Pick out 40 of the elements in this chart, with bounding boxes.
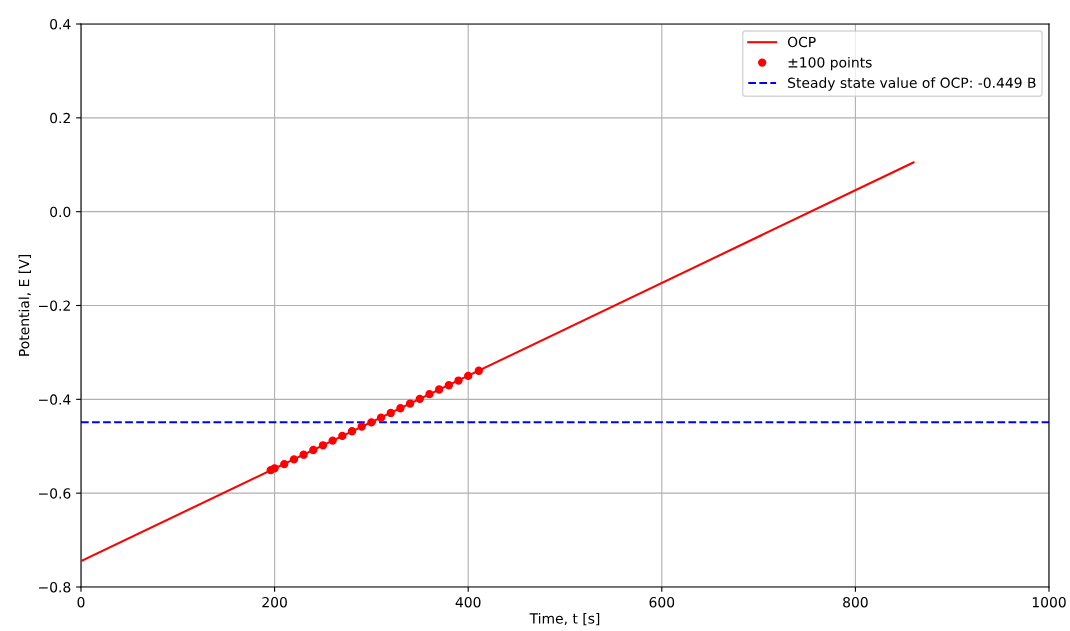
point [270, 464, 279, 473]
x-tick-label: 400 [455, 596, 481, 608]
point [309, 445, 318, 455]
y-tick-label: 0.0 [50, 206, 71, 218]
point [338, 431, 347, 441]
point [386, 408, 395, 418]
x-tick-label: 800 [843, 596, 868, 608]
point [376, 413, 386, 422]
point [474, 366, 484, 375]
x-tick-label: 200 [262, 596, 287, 608]
x-axis-title: Time, t [s] [529, 612, 600, 626]
point [280, 459, 289, 469]
x-tick-label: 600 [649, 596, 675, 608]
point [367, 418, 376, 427]
y-axis-title: Potential, E [V] [18, 255, 31, 356]
point [434, 385, 444, 394]
legend-label: Steady state value of OCP: -0.449 B [788, 77, 1036, 91]
y-tick-label: 0.4 [50, 18, 71, 30]
point [405, 399, 415, 408]
point [444, 381, 454, 390]
point [425, 390, 434, 399]
point [415, 394, 424, 404]
x-tick-label: 1000 [1032, 596, 1066, 608]
y-tick-label: 0.2 [50, 112, 70, 124]
legend-label: OCP [787, 36, 816, 48]
point [328, 436, 337, 445]
point [318, 441, 328, 450]
x-tick-label: 0 [77, 596, 85, 608]
y-tick-label: −0.6 [39, 488, 71, 499]
point [464, 371, 473, 381]
y-tick-label: −0.8 [39, 581, 71, 593]
point [357, 422, 366, 431]
legend-label: ±100 points [788, 56, 872, 71]
point [299, 450, 308, 459]
y-tick-label: −0.4 [39, 394, 71, 405]
point [396, 404, 405, 413]
y-tick-label: −0.2 [39, 300, 70, 311]
point [454, 376, 463, 385]
point [347, 427, 357, 436]
point [289, 455, 299, 464]
